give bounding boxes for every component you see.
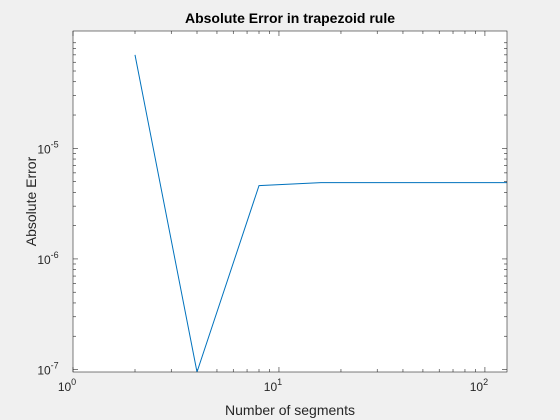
y-tick-labels: 10-7 10-6 10-5 xyxy=(37,139,58,377)
y-tick-label: 10-7 xyxy=(37,361,58,378)
x-tick-label: 100 xyxy=(58,377,76,394)
major-ticks xyxy=(72,31,507,372)
y-tick-label: 10-6 xyxy=(37,250,58,267)
y-axis-label: Absolute Error xyxy=(23,156,39,246)
x-tick-labels: 100 101 102 xyxy=(58,377,488,394)
minor-ticks xyxy=(73,31,507,372)
axes-box xyxy=(72,30,508,373)
series-group xyxy=(134,54,507,372)
x-tick-label: 102 xyxy=(470,377,488,394)
series-line-0 xyxy=(134,54,507,372)
x-tick-label: 101 xyxy=(264,377,282,394)
chart-title: Absolute Error in trapezoid rule xyxy=(185,10,395,26)
plot-area xyxy=(73,31,507,372)
x-axis-label: Number of segments xyxy=(225,402,355,418)
y-tick-label: 10-5 xyxy=(37,139,58,156)
